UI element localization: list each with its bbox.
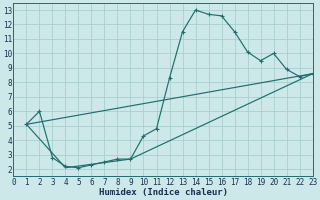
X-axis label: Humidex (Indice chaleur): Humidex (Indice chaleur) <box>99 188 228 197</box>
